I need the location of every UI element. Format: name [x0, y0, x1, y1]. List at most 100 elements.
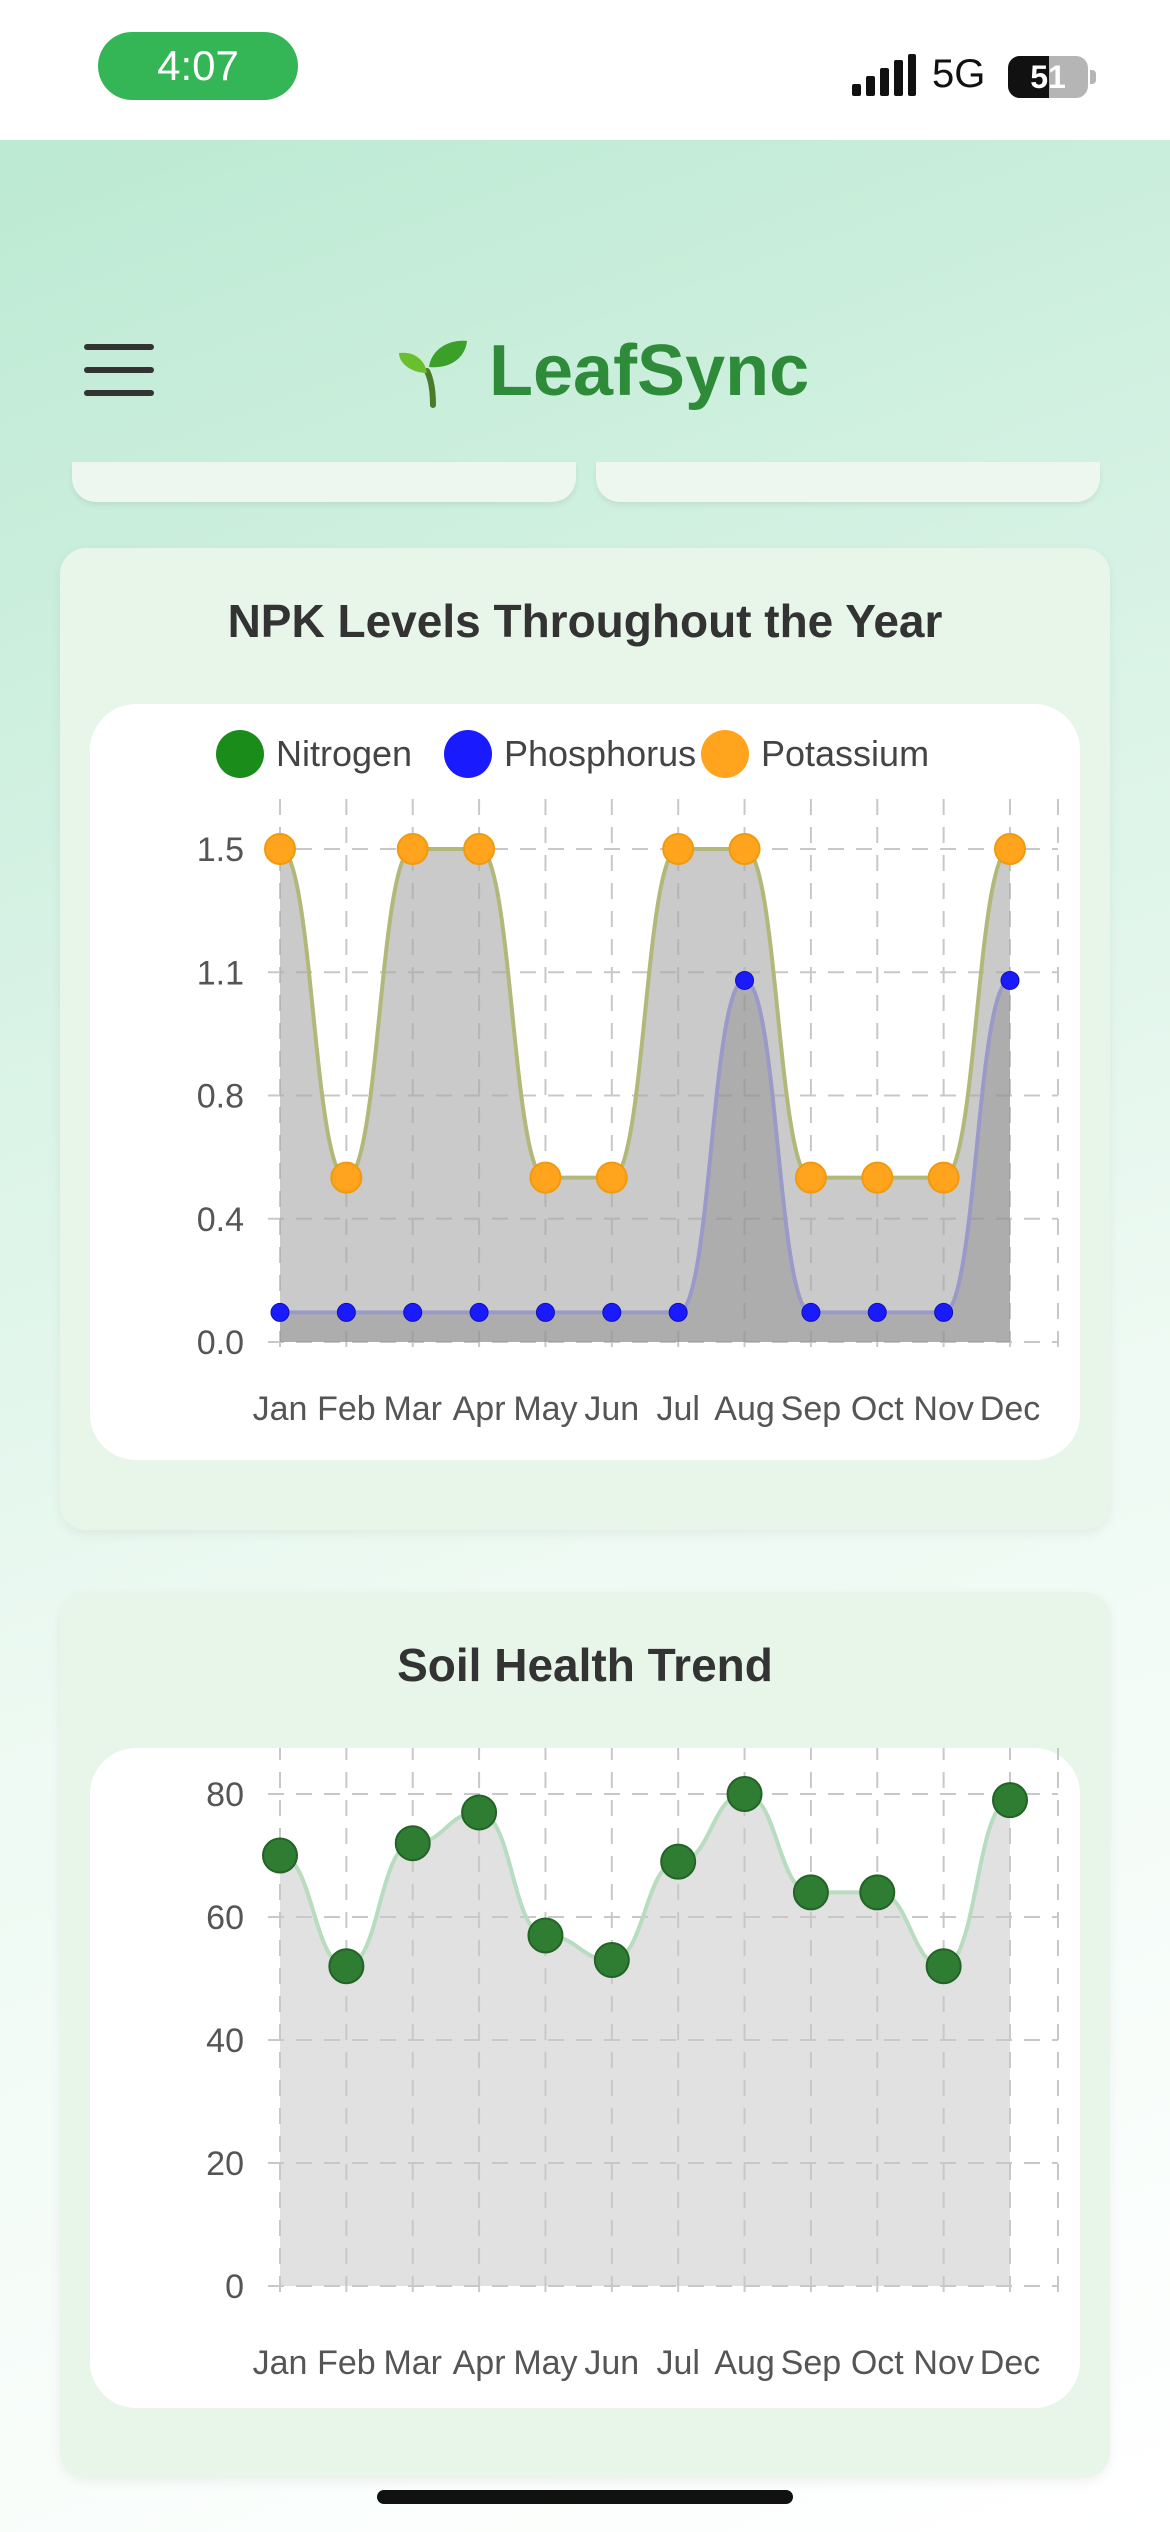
- data-point: [927, 1161, 960, 1194]
- soil-chart: 0 20 40 60 80 Jan Feb Mar Apr May Jun Jul Aug Sep Oct N…: [90, 1748, 1080, 2408]
- data-point: [595, 1161, 628, 1194]
- y-tick-label: 0.8: [197, 1078, 244, 1116]
- data-point: [1000, 970, 1020, 990]
- data-point: [792, 1874, 829, 1911]
- npk-chart: Nitrogen Phosphorus Potassium 0.0 0.4 0.8 1.1 1…: [90, 704, 1080, 1460]
- area-fill: [280, 849, 1010, 1342]
- data-point: [396, 833, 429, 865]
- x-tick-label: Aug: [714, 2344, 775, 2382]
- soil-chart-svg: 0 20 40 60 80 Jan Feb Mar Apr May Jun Jul Aug Sep Oct N…: [206, 1748, 1059, 2382]
- data-point: [660, 1843, 697, 1880]
- status-bar: 4:07 5G 51: [0, 0, 1170, 140]
- soil-panel: Soil Health Trend 0 20 40 60 80 Jan Feb Mar Apr M…: [60, 1592, 1110, 2478]
- data-point: [801, 1302, 821, 1322]
- data-point: [469, 1302, 489, 1322]
- y-tick-label: 0.4: [197, 1201, 244, 1239]
- data-point: [535, 1302, 555, 1322]
- legend-marker: [701, 730, 749, 778]
- hamburger-menu-icon[interactable]: [84, 344, 154, 396]
- series-line: [280, 978, 1011, 1315]
- x-tick-label: Apr: [453, 2344, 506, 2382]
- x-tick-label: Aug: [714, 1390, 775, 1428]
- data-point: [728, 833, 761, 865]
- status-time: 4:07: [98, 32, 298, 100]
- data-point: [328, 1948, 365, 1985]
- x-tick-label: Jul: [656, 2344, 699, 2382]
- data-point: [992, 1782, 1028, 1819]
- npk-panel: NPK Levels Throughout the Year Nitrogen P…: [60, 548, 1110, 1530]
- brand-name: LeafSync: [489, 331, 810, 411]
- y-tick-label: 40: [206, 2022, 244, 2060]
- npk-chart-title: NPK Levels Throughout the Year: [227, 595, 943, 647]
- x-tick-label: Feb: [317, 2344, 376, 2382]
- x-tick-label: May: [513, 1390, 577, 1428]
- battery-level: 51: [1030, 58, 1066, 95]
- y-tick-label: 80: [206, 1776, 244, 1814]
- data-point: [527, 1917, 564, 1954]
- x-tick-label: Sep: [781, 1390, 842, 1428]
- data-point: [602, 1302, 622, 1322]
- data-point: [593, 1942, 630, 1979]
- x-tick-label: Jan: [253, 1390, 308, 1428]
- x-tick-label: Nov: [913, 2344, 973, 2382]
- y-tick-label: 0.0: [197, 1324, 244, 1362]
- summary-card: [596, 462, 1100, 502]
- data-point: [726, 1776, 763, 1812]
- legend-label: Nitrogen: [276, 733, 412, 774]
- data-point: [529, 1161, 562, 1194]
- data-point: [270, 1302, 290, 1322]
- soil-chart-title: Soil Health Trend: [397, 1639, 773, 1691]
- data-point: [264, 833, 296, 865]
- x-tick-label: Feb: [317, 1390, 376, 1428]
- y-tick-label: 0: [225, 2268, 244, 2306]
- x-tick-label: Oct: [851, 1390, 904, 1428]
- x-tick-label: Jul: [656, 1390, 699, 1428]
- legend-marker: [216, 730, 264, 778]
- data-point: [859, 1874, 896, 1911]
- x-tick-label: Jan: [253, 2344, 308, 2382]
- battery-icon: 51: [1008, 56, 1088, 98]
- x-tick-label: Dec: [980, 1390, 1040, 1428]
- x-tick-label: Nov: [913, 1390, 973, 1428]
- x-tick-label: Jun: [584, 1390, 639, 1428]
- legend-label: Potassium: [761, 733, 929, 774]
- x-tick-label: Dec: [980, 2344, 1040, 2382]
- summary-card: [72, 462, 576, 502]
- x-tick-label: May: [513, 2344, 577, 2382]
- data-point: [461, 1794, 498, 1831]
- data-point: [394, 1825, 431, 1862]
- data-point: [330, 1161, 363, 1194]
- network-type: 5G: [932, 52, 986, 96]
- x-tick-label: Mar: [383, 1390, 442, 1428]
- data-point: [934, 1302, 954, 1322]
- npk-chart-svg: Nitrogen Phosphorus Potassium 0.0 0.4 0.8 1.1 1…: [197, 730, 1059, 1428]
- series-line: [279, 1791, 1011, 1969]
- data-point: [262, 1837, 298, 1874]
- x-tick-label: Sep: [781, 2344, 842, 2382]
- x-tick-label: Apr: [453, 1390, 506, 1428]
- signal-icon: [852, 54, 916, 96]
- home-indicator[interactable]: [377, 2490, 793, 2504]
- data-point: [794, 1161, 827, 1194]
- y-tick-label: 20: [206, 2145, 244, 2183]
- legend-marker: [444, 730, 492, 778]
- x-tick-label: Oct: [851, 2344, 904, 2382]
- data-point: [403, 1302, 423, 1322]
- data-point: [735, 970, 755, 990]
- data-point: [336, 1302, 356, 1322]
- data-point: [867, 1302, 887, 1322]
- data-point: [668, 1302, 688, 1322]
- seedling-icon: [399, 340, 467, 408]
- area-fill: [280, 1794, 1010, 2286]
- y-tick-label: 1.1: [197, 954, 244, 992]
- brand: LeafSync: [395, 330, 809, 412]
- y-tick-label: 1.5: [197, 831, 244, 869]
- data-point: [861, 1161, 894, 1194]
- data-point: [925, 1948, 962, 1985]
- data-point: [463, 833, 496, 865]
- data-point: [994, 833, 1026, 865]
- data-point: [662, 833, 695, 865]
- legend-label: Phosphorus: [504, 733, 696, 774]
- y-tick-label: 60: [206, 1899, 244, 1937]
- x-tick-label: Mar: [383, 2344, 442, 2382]
